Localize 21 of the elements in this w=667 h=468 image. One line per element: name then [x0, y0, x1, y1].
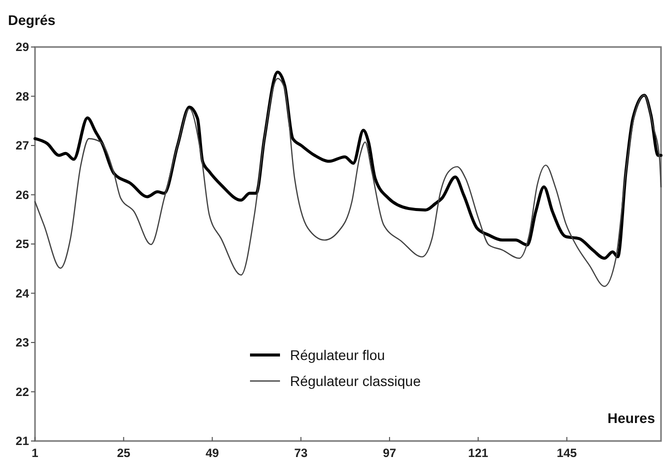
- y-tick-label: 22: [16, 384, 30, 399]
- y-tick-label: 23: [16, 336, 30, 350]
- y-tick-label: 24: [16, 286, 30, 300]
- y-axis-title: Degrés: [8, 12, 56, 28]
- x-tick-label: 121: [468, 446, 489, 460]
- y-tick-label: 27: [16, 138, 30, 153]
- x-tick-label: 1: [32, 446, 39, 460]
- y-tick-label: 25: [16, 237, 30, 252]
- x-tick-label: 97: [382, 446, 397, 460]
- y-tick-label: 29: [16, 40, 30, 54]
- y-tick-label: 28: [16, 89, 30, 104]
- legend-label: Régulateur flou: [290, 346, 385, 363]
- x-tick-label: 73: [294, 446, 308, 460]
- x-axis-title: Heures: [608, 410, 656, 426]
- x-tick-label: 145: [556, 446, 578, 460]
- legend-label: Régulateur classique: [290, 372, 421, 389]
- x-tick-label: 25: [116, 446, 131, 460]
- y-tick-label: 26: [16, 188, 30, 202]
- line-series: [34, 78, 662, 287]
- y-tick-label: 21: [16, 434, 30, 448]
- x-tick-label: 49: [206, 446, 220, 460]
